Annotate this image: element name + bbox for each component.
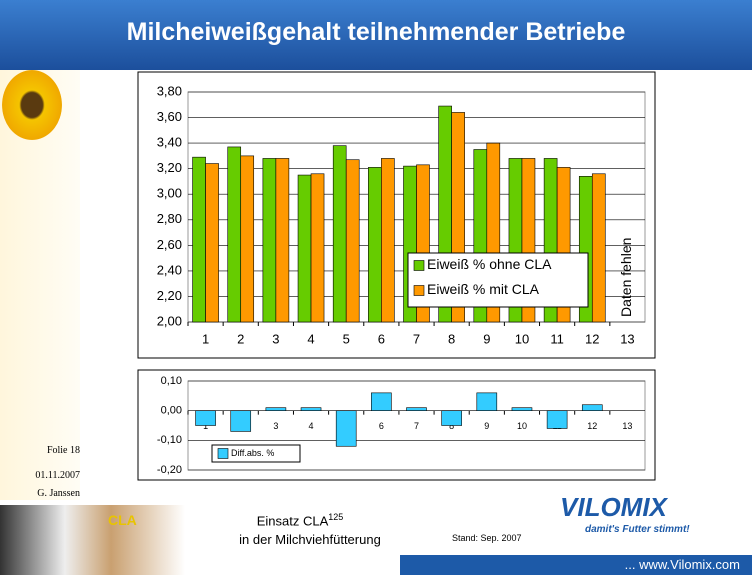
bar: [592, 174, 605, 322]
legend-swatch: [414, 261, 424, 271]
x-tick-label: 13: [620, 331, 634, 346]
x-tick-label: 13: [622, 421, 632, 431]
slide: Milcheiweißgehalt teilnehmender Betriebe…: [0, 0, 752, 575]
bar: [582, 405, 602, 411]
bar: [231, 411, 251, 432]
charts: 2,00 2,20 2,40 2,60 2,80 3,00 3,20 3,40 3,60 3,80…: [0, 0, 752, 575]
x-tick-label: 8: [448, 331, 455, 346]
y-tick-label: 2,20: [157, 288, 182, 303]
y-tick-label: 2,60: [157, 237, 182, 252]
legend-swatch: [414, 286, 424, 296]
x-tick-label: 11: [550, 331, 564, 346]
x-tick-label: 12: [585, 331, 599, 346]
x-tick-label: 1: [202, 331, 209, 346]
bar: [228, 147, 241, 322]
bar: [346, 160, 359, 322]
bar: [368, 167, 381, 322]
y-tick-label: 2,00: [157, 313, 182, 328]
bar: [263, 158, 276, 322]
bar: [381, 158, 394, 322]
bar: [477, 393, 497, 411]
bar: [206, 164, 219, 322]
legend-label: Diff.abs. %: [231, 448, 274, 458]
legend-label: Eiweiß % ohne CLA: [427, 256, 552, 272]
y-tick-label: 2,40: [157, 262, 182, 277]
bar: [547, 411, 567, 429]
bar: [301, 408, 321, 411]
legend-label: Eiweiß % mit CLA: [427, 281, 540, 297]
y-tick-label: 3,40: [157, 135, 182, 150]
bar: [266, 408, 286, 411]
x-tick-label: 7: [413, 331, 420, 346]
y-tick-label: 3,60: [157, 109, 182, 124]
y-tick-label: -0,10: [157, 434, 182, 446]
y-tick-label: 2,80: [157, 211, 182, 226]
x-tick-label: 3: [273, 421, 278, 431]
bar: [371, 393, 391, 411]
bar: [276, 158, 289, 322]
y-tick-label: 0,10: [161, 375, 182, 387]
x-tick-label: 10: [517, 421, 527, 431]
annotation: Daten fehlen: [618, 238, 634, 317]
y-tick-label: 3,00: [157, 186, 182, 201]
y-tick-label: 0,00: [161, 405, 182, 417]
x-tick-label: 4: [307, 331, 314, 346]
x-tick-label: 2: [237, 331, 244, 346]
y-tick-label: -0,20: [157, 464, 182, 476]
bar: [333, 146, 346, 322]
bar: [512, 408, 532, 411]
x-tick-label: 9: [484, 421, 489, 431]
x-tick-label: 7: [414, 421, 419, 431]
x-tick-label: 4: [309, 421, 314, 431]
x-tick-label: 6: [379, 421, 384, 431]
x-tick-label: 9: [483, 331, 490, 346]
bar: [336, 411, 356, 447]
x-tick-label: 5: [343, 331, 350, 346]
x-tick-label: 6: [378, 331, 385, 346]
x-tick-label: 10: [515, 331, 529, 346]
legend-swatch: [218, 449, 228, 459]
x-tick-label: 3: [272, 331, 279, 346]
bar: [193, 157, 206, 322]
y-tick-label: 3,20: [157, 160, 182, 175]
bar: [407, 408, 427, 411]
x-tick-label: 12: [587, 421, 597, 431]
bar: [311, 174, 324, 322]
bar: [241, 156, 254, 322]
bar: [442, 411, 462, 426]
bar: [196, 411, 216, 426]
y-tick-label: 3,80: [157, 83, 182, 98]
bar: [298, 175, 311, 322]
